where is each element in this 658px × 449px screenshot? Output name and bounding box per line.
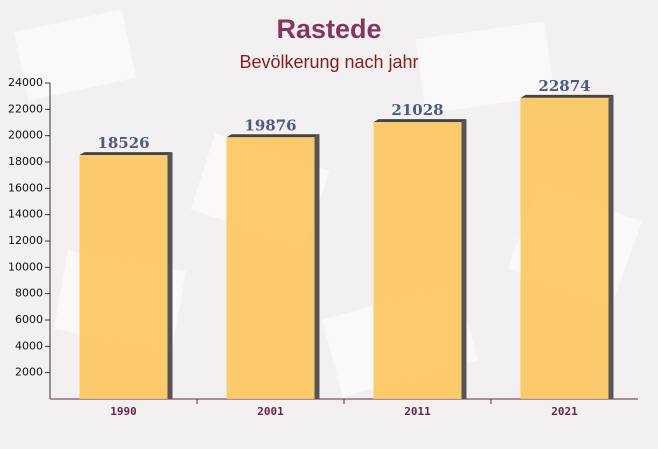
x-tick-label: 2021 — [551, 405, 578, 418]
bar-shadow-top — [520, 94, 614, 98]
y-tick-label: 22000 — [8, 102, 43, 115]
bar-shadow — [461, 119, 467, 399]
y-tick-label: 12000 — [8, 234, 43, 247]
bar-shadow-top — [79, 152, 173, 156]
y-tick-label: 2000 — [15, 366, 43, 379]
value-label: 19876 — [244, 116, 296, 134]
y-tick-label: 4000 — [15, 339, 43, 352]
bar-shadow-top — [373, 119, 467, 123]
x-tick-label: 2001 — [257, 405, 284, 418]
x-tick-label: 2011 — [404, 405, 431, 418]
bar — [226, 137, 315, 400]
bar-shadow — [314, 134, 320, 400]
y-tick-label: 10000 — [8, 260, 43, 273]
y-tick-label: 8000 — [15, 287, 43, 300]
value-label: 18526 — [97, 134, 149, 152]
chart-title: Rastede — [276, 14, 381, 44]
bar — [79, 155, 168, 399]
y-tick-label: 18000 — [8, 155, 43, 168]
y-tick-label: 6000 — [15, 313, 43, 326]
x-tick-label: 1990 — [110, 405, 137, 418]
y-tick-label: 20000 — [8, 129, 43, 142]
y-tick-label: 16000 — [8, 181, 43, 194]
bar-shadow — [608, 94, 614, 399]
y-tick-label: 14000 — [8, 208, 43, 221]
bar — [520, 97, 609, 399]
value-label: 21028 — [391, 101, 443, 119]
bar — [373, 122, 462, 399]
bar-shadow-top — [226, 134, 320, 138]
chart-subtitle: Bevölkerung nach jahr — [239, 52, 418, 72]
bar-shadow — [167, 152, 173, 399]
value-label: 22874 — [538, 77, 590, 95]
y-tick-label: 24000 — [8, 76, 43, 89]
